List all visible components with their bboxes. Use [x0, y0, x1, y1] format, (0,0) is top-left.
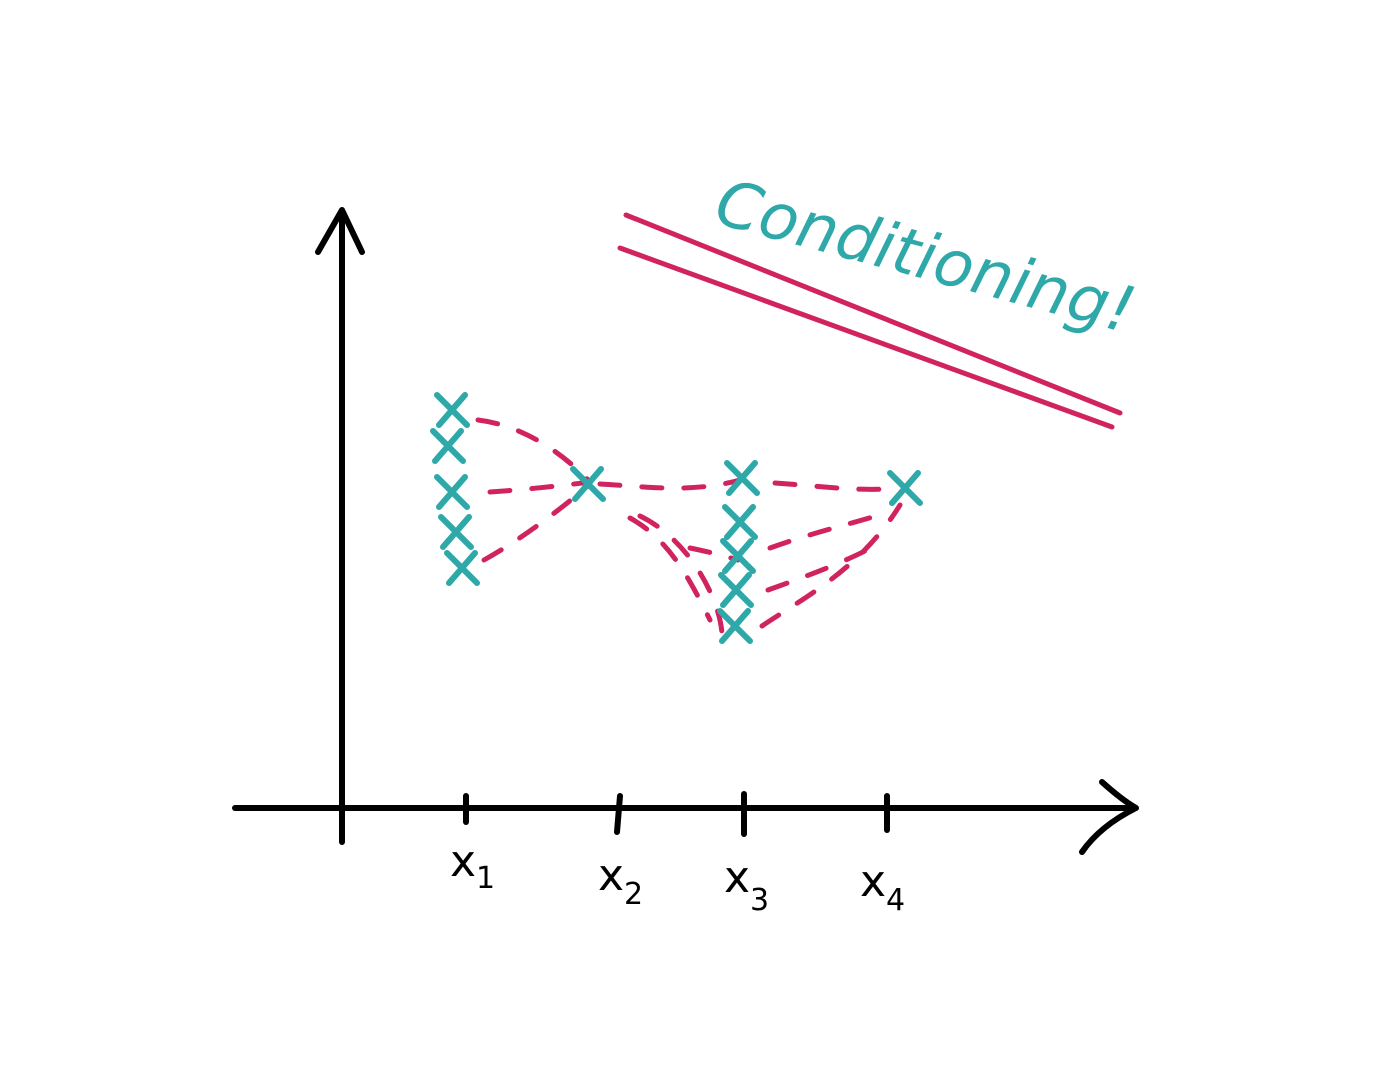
- tick-label-x2: x2: [598, 850, 643, 912]
- tick-label-x4-base: x: [860, 856, 886, 907]
- ticks: [463, 791, 890, 837]
- tick-labels: x1 x2 x3 x4: [450, 836, 905, 918]
- x-mark: [444, 550, 480, 586]
- tick-label-x3-base: x: [724, 852, 750, 903]
- x-mark: [887, 470, 923, 506]
- tick-label-x4: x4: [860, 856, 905, 918]
- conditioning-line-lower: [617, 245, 1115, 430]
- sample-curve: [637, 513, 725, 637]
- x-mark: [430, 428, 466, 464]
- x-axis-arrowhead: [1079, 779, 1139, 855]
- tick-label-x1-base: x: [450, 836, 476, 887]
- x-mark: [718, 572, 754, 608]
- tick-label-x3: x3: [724, 852, 769, 918]
- sample-curve: [759, 502, 903, 629]
- sample-curve: [597, 477, 743, 491]
- x-mark: [724, 460, 760, 496]
- tick-label-x1-sub: 1: [476, 861, 495, 896]
- sample-curve: [772, 480, 903, 492]
- x-mark: [570, 466, 606, 502]
- conditioning-lines: [617, 212, 1123, 430]
- x-mark: [722, 504, 758, 540]
- sample-curve: [475, 417, 593, 485]
- tick-label-x2-sub: 2: [624, 877, 643, 912]
- tick-label-x3-sub: 3: [750, 883, 769, 918]
- tick-label-x1: x1: [450, 836, 495, 896]
- x-mark: [434, 392, 470, 428]
- tick-label-x2-base: x: [598, 850, 624, 901]
- sample-curve: [481, 481, 593, 563]
- x-mark: [720, 538, 756, 574]
- axes: [232, 207, 1139, 855]
- y-axis-arrowhead: [315, 207, 365, 255]
- sample-curve: [487, 479, 593, 495]
- conditioning-line-upper: [623, 212, 1123, 416]
- sample-curve: [765, 542, 879, 593]
- sample-curve: [627, 515, 713, 623]
- observation-marks: [430, 392, 923, 644]
- tick-label-x4-sub: 4: [886, 883, 905, 918]
- x-mark: [434, 474, 470, 510]
- conditioning-annotation: Conditioning!: [708, 166, 1143, 349]
- sample-curves: [475, 417, 903, 637]
- x-mark: [717, 608, 753, 644]
- tick-x2: [614, 793, 623, 835]
- x-mark: [438, 514, 474, 550]
- sample-curve: [767, 509, 891, 551]
